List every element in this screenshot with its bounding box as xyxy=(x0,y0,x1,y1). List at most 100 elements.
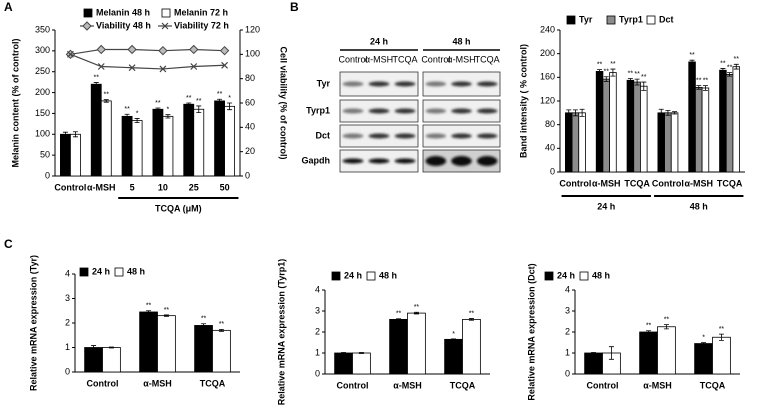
x-tick-label: α-MSH xyxy=(592,178,621,188)
significance-label: * xyxy=(136,110,139,117)
point-marker xyxy=(159,65,167,73)
y-tick-label: 0 xyxy=(65,366,70,376)
bar xyxy=(695,86,703,173)
y2-tick-label: 60 xyxy=(245,97,255,107)
bar xyxy=(152,108,164,177)
line xyxy=(70,48,225,55)
significance-label: ** xyxy=(164,307,170,314)
error-bar xyxy=(358,352,364,354)
error-bar xyxy=(124,113,130,119)
error-bar xyxy=(627,78,633,83)
bar xyxy=(670,112,679,173)
legend-swatch xyxy=(566,15,576,25)
legend-swatch xyxy=(331,271,341,281)
legend-label: 48 h xyxy=(592,270,610,280)
bar xyxy=(640,85,648,173)
y2-tick-label: 100 xyxy=(245,49,260,59)
error-bar xyxy=(396,318,402,321)
blot-band xyxy=(394,158,416,164)
bar xyxy=(609,72,617,173)
error-bar xyxy=(658,108,664,117)
significance-label: ** xyxy=(469,310,475,317)
bar xyxy=(193,108,205,177)
bar xyxy=(121,115,133,177)
lane-label: TCQA xyxy=(475,54,500,64)
y-tick-label: 1 xyxy=(315,347,320,357)
bar xyxy=(59,133,71,177)
y-axis-title: Melanin content (% of control) xyxy=(10,39,20,168)
bar xyxy=(732,66,741,173)
legend-swatch xyxy=(606,15,616,25)
x-tick-label: 5 xyxy=(130,182,135,192)
blot-band xyxy=(451,81,472,87)
bar xyxy=(183,103,195,177)
bar xyxy=(694,343,713,375)
blot-band xyxy=(425,156,447,166)
error-bar xyxy=(62,131,68,137)
significance-label: ** xyxy=(155,100,161,107)
y-tick-label: 150 xyxy=(35,108,50,118)
group-label: 24 h xyxy=(597,201,615,211)
bar xyxy=(602,78,610,173)
row-label: Gapdh xyxy=(302,155,331,165)
y-tick-label: 100 xyxy=(35,129,50,139)
error-bar xyxy=(696,85,702,90)
y-tick-label: 1 xyxy=(65,342,70,352)
blot-band xyxy=(342,158,364,164)
y-axis-title: Relative mRNA expression (Tyr) xyxy=(28,255,38,391)
lane-label: TCQA xyxy=(392,54,417,64)
bar xyxy=(100,100,112,177)
error-bar xyxy=(134,118,140,124)
bar xyxy=(595,71,604,173)
bar xyxy=(389,318,408,375)
blot-band xyxy=(394,133,416,139)
blot-band xyxy=(476,133,498,139)
significance-label: ** xyxy=(104,92,110,99)
error-bar xyxy=(201,323,207,328)
error-bar xyxy=(702,85,708,91)
error-bar xyxy=(641,81,647,91)
legend-swatch xyxy=(79,267,89,277)
error-bar xyxy=(718,333,724,341)
point-marker xyxy=(219,45,230,56)
significance-label: ** xyxy=(689,52,695,59)
row-label: Tyr xyxy=(317,78,331,88)
row-label: Dct xyxy=(315,130,330,140)
error-bar xyxy=(146,310,152,314)
y2-axis-title: Cell viability (% of control) xyxy=(279,46,289,159)
lane-label: Control xyxy=(338,54,367,64)
significance-label: ** xyxy=(414,304,420,311)
point-marker xyxy=(96,44,106,55)
significance-label: ** xyxy=(634,71,640,78)
point-marker xyxy=(82,21,92,31)
blot-band xyxy=(342,133,364,139)
y-tick-label: 0 xyxy=(565,368,570,378)
y-axis-title: Relative mRNA expression (Dct) xyxy=(526,263,536,400)
bar xyxy=(224,105,236,177)
error-bar xyxy=(646,330,652,334)
legend-label: Tyr xyxy=(579,14,593,24)
y-tick-label: 200 xyxy=(35,87,50,97)
error-bar xyxy=(572,109,578,117)
significance-label: ** xyxy=(641,74,647,81)
y2-tick-label: 80 xyxy=(245,73,255,83)
error-bar xyxy=(163,314,169,317)
y-tick-label: 1 xyxy=(565,347,570,357)
legend-label: 48 h xyxy=(379,270,397,280)
bar xyxy=(139,311,158,373)
x-tick-label: 25 xyxy=(189,182,199,192)
time-label: 24 h xyxy=(370,36,388,46)
point-marker xyxy=(221,61,229,69)
y-tick-label: 0 xyxy=(45,170,50,180)
significance-label: ** xyxy=(696,77,702,84)
y-tick-label: 50 xyxy=(40,150,50,160)
legend-label: Viability 48 h xyxy=(96,20,151,30)
blot-band xyxy=(368,133,390,139)
y-tick-label: 0 xyxy=(550,166,555,176)
y-tick-label: 4 xyxy=(315,284,320,294)
error-bar xyxy=(72,131,78,138)
significance-label: ** xyxy=(646,323,652,330)
legend-swatch xyxy=(646,15,656,25)
y2-tick-label: 20 xyxy=(245,146,255,156)
error-bar xyxy=(196,105,202,113)
